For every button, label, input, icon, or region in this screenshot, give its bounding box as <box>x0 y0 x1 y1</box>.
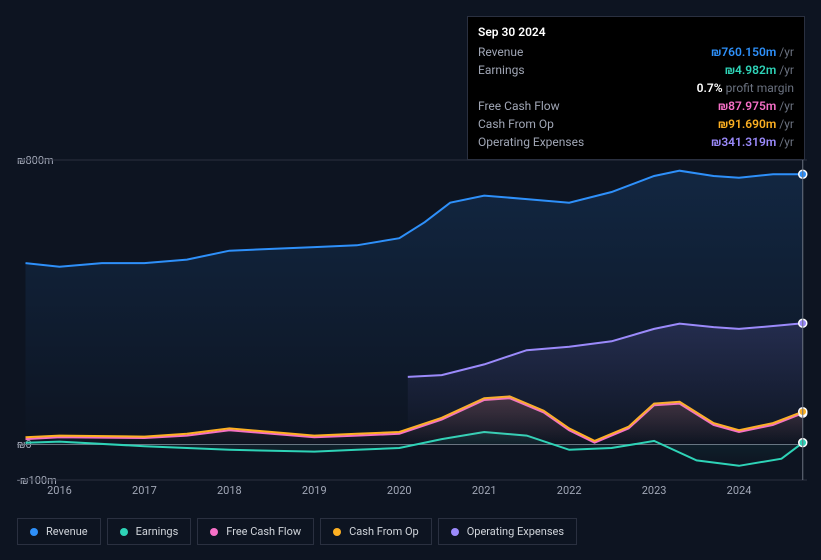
legend-item-cfo[interactable]: Cash From Op <box>320 518 432 545</box>
tooltip-row-value: ₪87.975m <box>718 99 776 113</box>
x-tick-label: 2019 <box>302 484 327 497</box>
tooltip-row-suffix: /yr <box>779 63 794 77</box>
tooltip-row: 0.7%profit margin <box>478 79 794 97</box>
x-tick-label: 2022 <box>557 484 582 497</box>
x-tick-label: 2020 <box>387 484 412 497</box>
x-axis: 2016 2017 2018 2019 2020 2021 2022 2023 2024 <box>17 484 807 504</box>
tooltip-row-label: Operating Expenses <box>478 135 584 149</box>
tooltip-row-suffix: /yr <box>779 45 794 59</box>
financials-chart <box>17 160 807 480</box>
x-tick-label: 2023 <box>642 484 667 497</box>
chart-area[interactable] <box>17 160 807 480</box>
tooltip-row-value-wrap: ₪87.975m/yr <box>718 99 794 113</box>
legend-item-revenue[interactable]: Revenue <box>17 518 101 545</box>
tooltip-row: Earnings ₪4.982m/yr <box>478 61 794 79</box>
legend-dot-icon <box>30 528 38 536</box>
tooltip-row: Revenue ₪760.150m/yr <box>478 43 794 61</box>
x-tick-label: 2021 <box>472 484 497 497</box>
tooltip-row: Cash From Op ₪91.690m/yr <box>478 115 794 133</box>
legend-label: Cash From Op <box>349 525 419 538</box>
tooltip-row: Operating Expenses ₪341.319m/yr <box>478 133 794 151</box>
legend-item-earnings[interactable]: Earnings <box>107 518 192 545</box>
tooltip-row-value: ₪91.690m <box>718 117 776 131</box>
tooltip-row-value-wrap: 0.7%profit margin <box>697 81 794 95</box>
legend-dot-icon <box>210 528 218 536</box>
tooltip-row-suffix: profit margin <box>726 81 794 95</box>
tooltip-row-suffix: /yr <box>779 135 794 149</box>
tooltip-row-suffix: /yr <box>779 117 794 131</box>
legend-item-opex[interactable]: Operating Expenses <box>438 518 577 545</box>
legend-dot-icon <box>120 528 128 536</box>
tooltip-row-value: ₪341.319m <box>711 135 776 149</box>
x-tick-label: 2024 <box>727 484 752 497</box>
tooltip-row-label: Earnings <box>478 63 525 77</box>
tooltip-row-value-wrap: ₪4.982m/yr <box>725 63 794 77</box>
x-tick-label: 2016 <box>47 484 72 497</box>
tooltip-row: Free Cash Flow ₪87.975m/yr <box>478 97 794 115</box>
legend-label: Revenue <box>46 525 88 538</box>
legend-label: Earnings <box>136 525 179 538</box>
tooltip-row-value: ₪760.150m <box>711 45 776 59</box>
x-tick-label: 2018 <box>217 484 242 497</box>
legend-label: Operating Expenses <box>467 525 564 538</box>
tooltip-row-value-wrap: ₪341.319m/yr <box>711 135 794 149</box>
tooltip-row-label: Revenue <box>478 45 523 59</box>
legend-dot-icon <box>451 528 459 536</box>
tooltip-row-suffix: /yr <box>779 99 794 113</box>
tooltip-date: Sep 30 2024 <box>478 25 794 39</box>
legend-item-fcf[interactable]: Free Cash Flow <box>197 518 314 545</box>
tooltip-row-label: Free Cash Flow <box>478 99 560 113</box>
legend-dot-icon <box>333 528 341 536</box>
tooltip-row-value: 0.7% <box>697 81 723 95</box>
legend-label: Free Cash Flow <box>226 525 301 538</box>
tooltip-row-label: Cash From Op <box>478 117 554 131</box>
x-tick-label: 2017 <box>132 484 157 497</box>
tooltip-row-value: ₪4.982m <box>725 63 776 77</box>
chart-legend: Revenue Earnings Free Cash Flow Cash From O… <box>17 518 577 545</box>
chart-tooltip: Sep 30 2024 Revenue ₪760.150m/yr Earnings ₪… <box>467 16 805 160</box>
tooltip-row-value-wrap: ₪760.150m/yr <box>711 45 794 59</box>
tooltip-row-value-wrap: ₪91.690m/yr <box>718 117 794 131</box>
